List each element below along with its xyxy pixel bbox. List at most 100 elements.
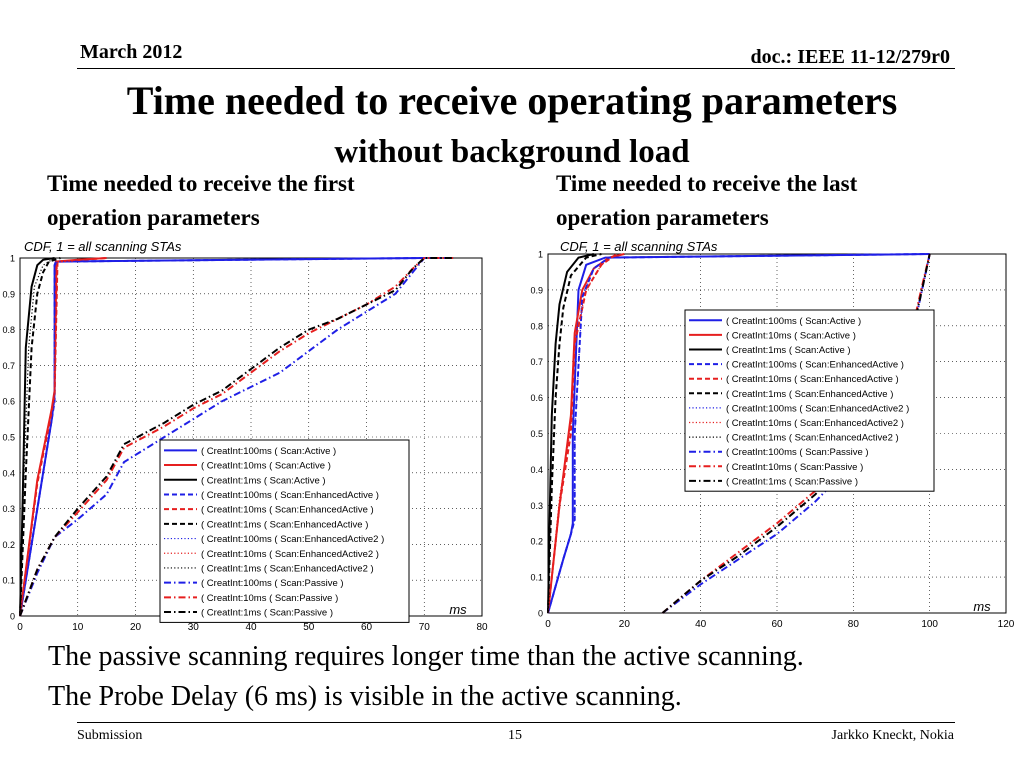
x-tick-label: 60 <box>771 619 783 630</box>
x-tick-label: 10 <box>72 622 84 633</box>
legend-box <box>159 439 410 623</box>
series-line <box>19 257 454 617</box>
legend-label: ( CreatInt:100ms ( Scan:EnhancedActive2 … <box>726 403 909 414</box>
footer-divider <box>77 722 955 723</box>
x-axis-label: ms <box>973 599 991 614</box>
y-tick-label: 0 <box>538 609 543 619</box>
legend-label: ( CreatInt:10ms ( Scan:EnhancedActive ) <box>726 374 899 385</box>
y-tick-label: 0.2 <box>2 540 15 550</box>
series-line <box>547 253 930 614</box>
x-tick-label: 80 <box>848 619 860 630</box>
x-tick-label: 20 <box>130 622 142 633</box>
x-tick-label: 70 <box>419 622 431 633</box>
legend-label: ( CreatInt:1ms ( Scan:Passive ) <box>726 476 858 487</box>
x-tick-label: 60 <box>361 622 373 633</box>
body-line-2: The Probe Delay (6 ms) is visible in the… <box>48 681 682 712</box>
y-tick-label: 0.9 <box>530 285 543 295</box>
legend-label: ( CreatInt:10ms ( Scan:Active ) <box>201 461 331 472</box>
legend-label: ( CreatInt:100ms ( Scan:Active ) <box>726 316 861 327</box>
x-tick-label: 0 <box>545 619 551 630</box>
y-tick-label: 0.8 <box>530 321 543 331</box>
y-tick-label: 1 <box>10 254 15 264</box>
y-tick-label: 1 <box>538 250 543 260</box>
series-line <box>19 257 454 617</box>
legend-label: ( CreatInt:1ms ( Scan:EnhancedActive2 ) <box>201 563 374 574</box>
left-heading-line2: operation parameters <box>47 205 260 230</box>
legend-label: ( CreatInt:100ms ( Scan:Passive ) <box>726 447 869 458</box>
body-text: The passive scanning requires longer tim… <box>48 637 804 717</box>
legend-label: ( CreatInt:10ms ( Scan:Active ) <box>726 330 856 341</box>
header-doc-id: doc.: IEEE 11-12/279r0 <box>750 46 950 68</box>
plot-frame <box>547 253 1007 614</box>
x-axis-label: ms <box>449 602 467 617</box>
y-tick-label: 0.1 <box>530 573 543 583</box>
y-tick-label: 0.6 <box>2 397 15 407</box>
x-tick-label: 0 <box>17 622 23 633</box>
right-heading-line2: operation parameters <box>556 205 769 230</box>
x-tick-label: 120 <box>998 619 1015 630</box>
legend-label: ( CreatInt:1ms ( Scan:Passive ) <box>201 608 333 619</box>
y-tick-label: 0.4 <box>2 468 15 478</box>
legend-label: ( CreatInt:10ms ( Scan:EnhancedActive2 ) <box>201 549 379 560</box>
legend-label: ( CreatInt:10ms ( Scan:EnhancedActive2 ) <box>726 418 904 429</box>
left-heading-line1: Time needed to receive the first <box>47 171 355 196</box>
legend-label: ( CreatInt:10ms ( Scan:Passive ) <box>726 462 863 473</box>
series-line <box>19 257 55 617</box>
header-date: March 2012 <box>80 41 183 63</box>
legend-label: ( CreatInt:100ms ( Scan:EnhancedActive ) <box>201 490 379 501</box>
body-line-1: The passive scanning requires longer tim… <box>48 641 804 672</box>
x-tick-label: 80 <box>476 622 488 633</box>
legend-label: ( CreatInt:100ms ( Scan:EnhancedActive2 … <box>201 534 384 545</box>
y-tick-label: 0.7 <box>2 361 15 371</box>
y-tick-label: 0.5 <box>2 433 15 443</box>
footer-author: Jarkko Kneckt, Nokia <box>831 728 954 743</box>
legend-label: ( CreatInt:10ms ( Scan:Passive ) <box>201 593 338 604</box>
header-divider <box>77 68 955 69</box>
legend-label: ( CreatInt:100ms ( Scan:Passive ) <box>201 578 344 589</box>
right-chart-heading: Time needed to receive the last operatio… <box>556 167 857 235</box>
chart-title: CDF, 1 = all scanning STAs <box>560 239 718 254</box>
y-tick-label: 0.5 <box>530 429 543 439</box>
x-tick-label: 100 <box>921 619 938 630</box>
legend-label: ( CreatInt:1ms ( Scan:Active ) <box>726 345 851 356</box>
right-heading-line1: Time needed to receive the last <box>556 171 858 196</box>
legend-label: ( CreatInt:1ms ( Scan:EnhancedActive2 ) <box>726 433 899 444</box>
x-tick-label: 40 <box>695 619 707 630</box>
left-chart-heading: Time needed to receive the first operati… <box>47 167 355 235</box>
chart-last-parameters: CDF, 1 = all scanning STAs 0 20 40 60 80 100 12… <box>530 239 1015 630</box>
x-tick-label: 20 <box>619 619 631 630</box>
y-tick-label: 0.3 <box>2 504 15 514</box>
legend-label: ( CreatInt:1ms ( Scan:Active ) <box>201 475 326 486</box>
series-line <box>19 257 55 617</box>
series-line <box>547 253 594 614</box>
y-tick-label: 0.1 <box>2 576 15 586</box>
x-tick-label: 40 <box>245 622 257 633</box>
y-tick-label: 0.9 <box>2 289 15 299</box>
series-line <box>547 253 618 614</box>
x-tick-label: 30 <box>188 622 200 633</box>
y-tick-label: 0.3 <box>530 501 543 511</box>
x-tick-label: 50 <box>303 622 315 633</box>
chart-title: CDF, 1 = all scanning STAs <box>24 239 182 254</box>
legend-label: ( CreatInt:10ms ( Scan:EnhancedActive ) <box>201 505 374 516</box>
legend-label: ( CreatInt:1ms ( Scan:EnhancedActive ) <box>726 389 893 400</box>
series-line <box>19 257 454 617</box>
series-line <box>19 257 61 617</box>
y-tick-label: 0.6 <box>530 393 543 403</box>
slide-subtitle: without background load <box>334 134 690 170</box>
legend-label: ( CreatInt:1ms ( Scan:EnhancedActive ) <box>201 519 368 530</box>
footer-page-number: 15 <box>508 728 522 743</box>
y-tick-label: 0.4 <box>530 465 543 475</box>
legend-label: ( CreatInt:100ms ( Scan:Active ) <box>201 446 336 457</box>
footer-left: Submission <box>77 728 143 743</box>
y-tick-label: 0.7 <box>530 357 543 367</box>
series-line <box>19 257 425 617</box>
series-line <box>547 253 602 614</box>
y-tick-label: 0.8 <box>2 325 15 335</box>
y-tick-label: 0.2 <box>530 537 543 547</box>
legend-box <box>684 309 935 492</box>
slide-title: Time needed to receive operating paramet… <box>126 78 898 123</box>
legend-label: ( CreatInt:100ms ( Scan:EnhancedActive ) <box>726 360 904 371</box>
y-tick-label: 0 <box>10 612 15 622</box>
